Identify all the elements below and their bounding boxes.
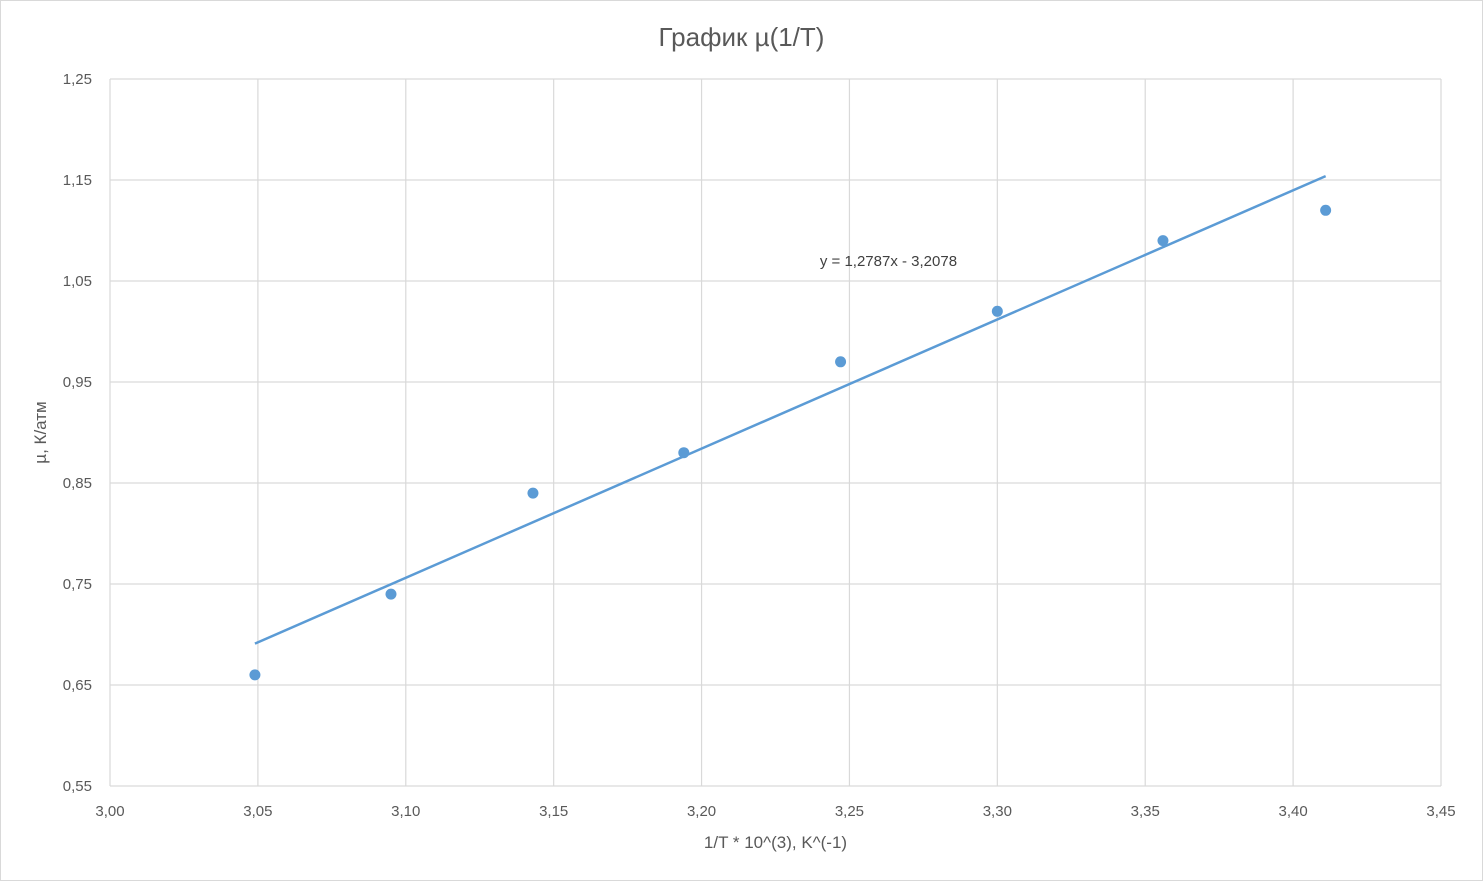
y-tick-label: 0,55 (63, 778, 92, 795)
trendline (254, 174, 1327, 645)
grid-layer (109, 78, 1442, 787)
y-tick-label: 0,95 (63, 374, 92, 391)
data-point (249, 669, 261, 681)
x-tick-label: 3,40 (1279, 803, 1308, 820)
data-points-layer (249, 204, 1332, 681)
y-tick-label: 1,25 (63, 71, 92, 88)
data-point (1320, 204, 1332, 216)
trendline-layer (254, 174, 1327, 645)
y-axis-title: µ, К/атм (31, 401, 50, 463)
data-point (385, 588, 397, 600)
y-tick-label: 0,65 (63, 677, 92, 694)
y-tick-label: 0,85 (63, 475, 92, 492)
trendline-equation: y = 1,2787x - 3,2078 (820, 253, 957, 270)
data-point (678, 447, 690, 459)
x-tick-label: 3,00 (95, 803, 124, 820)
x-tick-label: 3,25 (835, 803, 864, 820)
y-tick-label: 0,75 (63, 576, 92, 593)
chart-title: График µ(1/T) (658, 22, 825, 52)
x-tick-label: 3,05 (243, 803, 272, 820)
data-point (991, 305, 1003, 317)
x-tick-label: 3,30 (983, 803, 1012, 820)
x-tick-label: 3,35 (1131, 803, 1160, 820)
x-tick-label: 3,20 (687, 803, 716, 820)
x-axis-title: 1/T * 10^(3), K^(-1) (704, 833, 847, 852)
labels-layer: 0,55 0,65 0,75 0,85 0,95 1,05 1,15 1,25 3,00 3,05… (31, 71, 1456, 852)
x-tick-label: 3,45 (1426, 803, 1455, 820)
data-point (1157, 235, 1169, 247)
x-tick-label: 3,10 (391, 803, 420, 820)
y-tick-label: 1,05 (63, 273, 92, 290)
data-point (835, 356, 847, 368)
y-tick-label: 1,15 (63, 172, 92, 189)
data-point (527, 487, 539, 499)
x-tick-label: 3,15 (539, 803, 568, 820)
